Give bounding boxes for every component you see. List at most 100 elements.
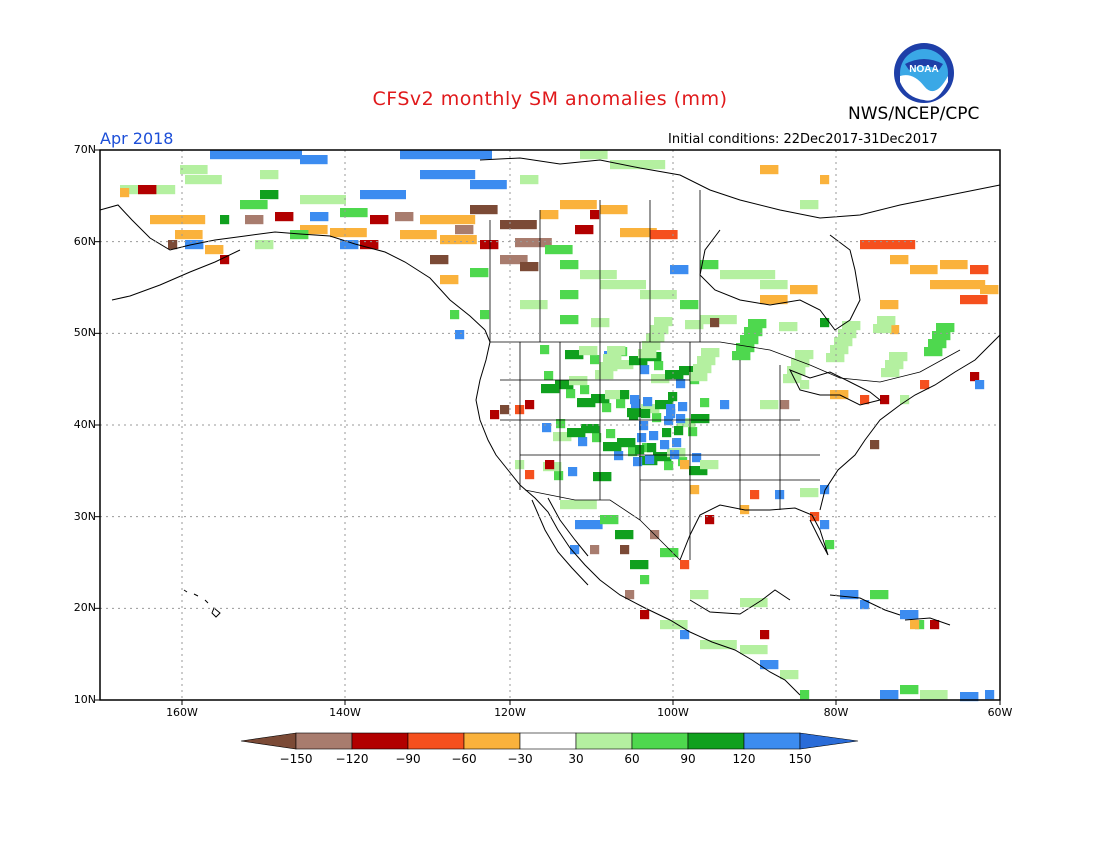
anomaly-cell <box>605 390 624 400</box>
anomaly-cell <box>791 358 810 368</box>
anomaly-cell <box>175 230 203 240</box>
anomaly-cell <box>676 379 686 389</box>
lat-label: 50N <box>73 326 96 340</box>
anomaly-cell <box>700 260 719 270</box>
anomaly-cell <box>633 457 643 467</box>
anomaly-cell <box>689 372 708 382</box>
anomaly-cell <box>616 399 626 409</box>
colorbar-swatch <box>463 732 521 750</box>
anomaly-cell <box>910 620 920 630</box>
lat-label: 20N <box>73 601 96 615</box>
anomaly-cell <box>275 212 294 222</box>
anomaly-cell <box>790 285 818 295</box>
anomaly-cell <box>680 560 690 570</box>
anomaly-cell <box>615 530 634 540</box>
anomaly-cell <box>838 329 857 339</box>
anomaly-cell <box>255 240 274 250</box>
anomaly-cell <box>590 210 600 220</box>
anomaly-cell <box>500 220 537 230</box>
anomaly-cell <box>890 325 900 335</box>
anomaly-cell <box>720 270 776 280</box>
anomaly-cell <box>880 395 890 405</box>
anomaly-cell <box>643 397 653 407</box>
anomaly-cell <box>300 225 328 235</box>
anomaly-cell <box>640 610 650 620</box>
anomaly-cell <box>980 285 999 295</box>
anomaly-cell <box>750 490 760 500</box>
colorbar-label: 120 <box>732 752 756 766</box>
anomaly-cell <box>744 327 763 337</box>
gulf-coast <box>679 504 829 561</box>
anomaly-cell <box>500 255 528 265</box>
anomaly-cells <box>120 150 999 702</box>
anomaly-cell <box>570 545 580 555</box>
anomaly-cell <box>500 405 510 415</box>
anomaly-cell <box>205 245 224 255</box>
anomaly-cell <box>615 360 634 370</box>
anomaly-cell <box>520 262 539 272</box>
anomaly-cell <box>783 374 802 384</box>
anomaly-cell <box>652 413 662 423</box>
colorbar-label: 30 <box>568 752 584 766</box>
anomaly-cell <box>260 170 279 180</box>
anomaly-cell <box>930 280 986 290</box>
anomaly-cell <box>555 380 574 390</box>
anomaly-cell <box>560 290 579 300</box>
anomaly-cell <box>685 320 704 330</box>
anomaly-cell <box>480 240 499 250</box>
lon-label: 120W <box>494 706 526 719</box>
lon-label: 100W <box>657 706 689 719</box>
anomaly-cell <box>590 355 600 365</box>
anomaly-cell <box>642 443 652 453</box>
anomaly-cell <box>748 319 767 329</box>
anomaly-cell <box>607 346 626 356</box>
anomaly-cell <box>700 460 719 470</box>
anomaly-cell <box>515 238 552 248</box>
anomaly-cell <box>610 160 666 170</box>
anomaly-cell <box>150 215 206 225</box>
forecast-period: Apr 2018 <box>100 129 174 148</box>
anomaly-cell <box>760 165 779 175</box>
anomaly-cell <box>544 371 554 381</box>
anomaly-cell <box>678 402 688 412</box>
anomaly-cell <box>180 165 208 175</box>
anomaly-cell <box>470 268 489 278</box>
anomaly-cell <box>800 380 810 390</box>
anomaly-cell <box>795 350 814 360</box>
anomaly-cell <box>525 470 535 480</box>
anomaly-cell <box>420 170 476 180</box>
anomaly-cell <box>642 341 661 351</box>
colorbar-label: 90 <box>680 752 696 766</box>
anomaly-cell <box>567 428 586 438</box>
anomaly-cell <box>889 352 908 362</box>
anomaly-cell <box>430 255 449 265</box>
anomaly-cell <box>740 335 759 345</box>
anomaly-cell <box>670 265 689 275</box>
great-lakes <box>788 369 882 406</box>
anomaly-cell <box>330 228 367 238</box>
anomaly-cell <box>697 356 716 366</box>
anomaly-cell <box>650 325 669 335</box>
yucatan-coast <box>689 589 791 615</box>
axis-ticks <box>95 149 1001 705</box>
anomaly-cell <box>541 384 560 394</box>
anomaly-cell <box>220 255 230 265</box>
anomaly-cell <box>580 385 590 395</box>
anomaly-cell <box>736 343 755 353</box>
anomaly-cell <box>676 414 686 424</box>
anomaly-cell <box>664 461 674 471</box>
anomaly-cell <box>975 380 985 390</box>
colorbar-swatch <box>407 732 465 750</box>
anomaly-cell <box>820 520 830 530</box>
anomaly-cell <box>620 390 630 400</box>
anomaly-cell <box>660 440 670 450</box>
colorbar <box>240 732 859 750</box>
coastlines <box>99 157 1001 696</box>
anomaly-cell <box>168 240 178 250</box>
anomaly-cell <box>470 205 498 215</box>
anomaly-cell <box>520 175 539 185</box>
anomaly-cell <box>932 331 951 341</box>
colorbar-swatch <box>575 732 633 750</box>
lat-label: 70N <box>73 143 96 156</box>
anomaly-cell <box>877 316 896 326</box>
